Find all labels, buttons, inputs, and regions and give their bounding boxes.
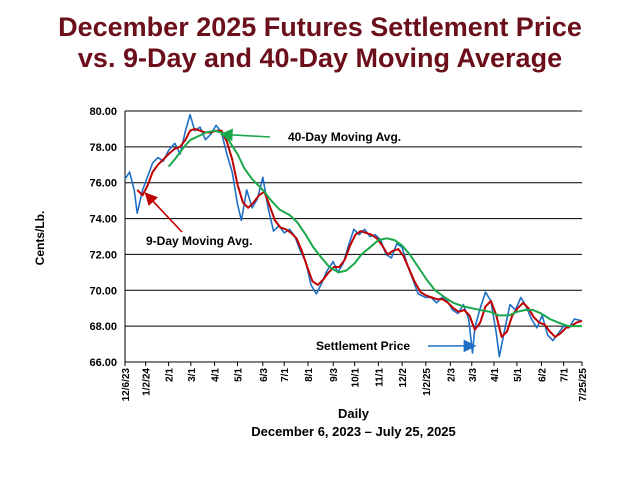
x-tick-label: 11/1 [374,368,385,387]
y-tick-label: 78.00 [89,142,117,154]
chart-title-line-2: vs. 9-Day and 40-Day Moving Average [77,43,563,73]
x-tick-label: 7/1 [560,368,571,382]
x-tick-label: 1/2/24 [142,368,153,396]
y-tick-label: 72.00 [89,249,117,261]
series-line [167,129,582,328]
y-tick-label: 66.00 [89,357,117,369]
y-tick-label: 76.00 [89,178,117,190]
y-tick-label: 80.00 [89,106,117,118]
x-axis-date-range: December 6, 2023 – July 25, 2025 [251,424,456,439]
x-tick-label: 6/3 [259,368,270,382]
chart-title-line-1: December 2025 Futures Settlement Price [58,12,582,42]
x-tick-label: 2/3 [446,368,457,382]
annotation-arrow [144,192,183,233]
x-tick-label: 3/3 [468,368,479,382]
series-line [136,127,583,338]
x-tick-label: 6/2 [537,368,548,382]
y-tick-label: 74.00 [89,214,117,226]
x-tick-label: 7/1 [280,368,291,382]
y-tick-label: 68.00 [89,321,117,333]
x-tick-label: 3/1 [187,368,198,382]
x-tick-label: 2/1 [165,368,176,382]
x-tick-label: 10/1 [351,368,362,388]
annotation-label: 9-Day Moving Avg. [146,234,252,248]
x-tick-label: 5/1 [234,368,245,382]
x-axis-label: Daily [337,406,370,421]
annotation-label: 40-Day Moving Avg. [288,130,401,144]
y-tick-label: 70.00 [89,285,117,297]
x-tick-label: 4/1 [490,368,501,382]
x-tick-label: 5/1 [513,368,524,382]
x-tick-label: 4/1 [211,368,222,382]
x-tick-label: 12/2 [398,368,409,388]
chart-title: December 2025 Futures Settlement Price v… [0,12,640,74]
x-tick-label: 12/6/23 [121,368,132,402]
x-tick-label: 8/1 [304,368,315,382]
annotation-arrow [219,128,271,142]
x-tick-label: 7/25/25 [578,368,589,402]
x-tick-label: 9/3 [329,368,340,382]
annotation-label: Settlement Price [316,339,410,353]
x-tick-label: 1/2/25 [422,368,433,396]
y-axis-label: Cents/Lb. [33,210,47,266]
